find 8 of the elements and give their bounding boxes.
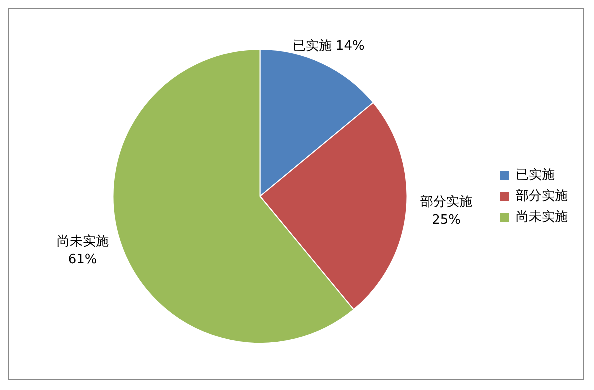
data-label: 25%	[432, 213, 461, 228]
data-label: 61%	[68, 252, 98, 268]
legend-label: 已实施	[516, 168, 555, 183]
slice-label: 部分实施	[420, 195, 473, 210]
category-label: 已实施 14%	[292, 39, 365, 54]
legend-label: 部分实施	[516, 188, 568, 204]
slice-label: 尚未实施	[56, 234, 109, 250]
legend-label: 尚未实施	[516, 210, 568, 225]
